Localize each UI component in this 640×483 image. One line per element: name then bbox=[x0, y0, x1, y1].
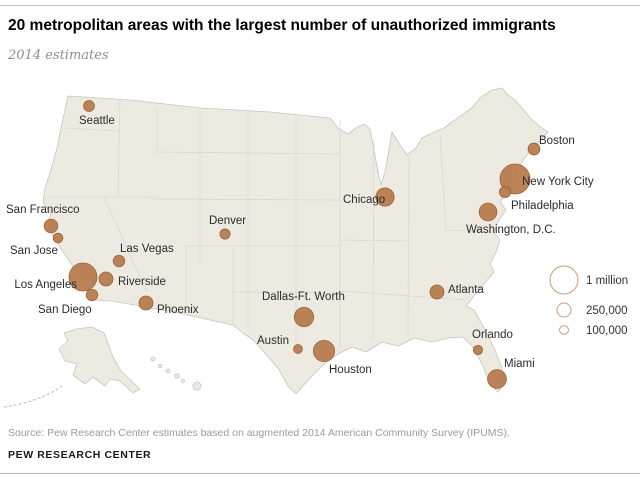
label-washington-d-c: Washington, D.C. bbox=[466, 224, 556, 236]
alaska-outline bbox=[58, 326, 141, 394]
bubble-austin bbox=[293, 344, 303, 354]
label-san-jose: San Jose bbox=[10, 245, 58, 257]
bubble-miami bbox=[487, 369, 507, 389]
bubble-denver bbox=[219, 228, 231, 240]
bubble-seattle bbox=[83, 100, 95, 112]
legend-label-1-million: 1 million bbox=[586, 275, 628, 287]
legend-circle-250-000 bbox=[556, 302, 572, 318]
legend-label-250-000: 250,000 bbox=[586, 305, 628, 317]
label-miami: Miami bbox=[504, 358, 535, 370]
bubble-philadelphia bbox=[498, 185, 511, 198]
legend-label-100-000: 100,000 bbox=[586, 325, 628, 337]
bubble-san-francisco bbox=[43, 218, 59, 234]
label-orlando: Orlando bbox=[472, 329, 513, 341]
bubble-orlando bbox=[472, 344, 484, 356]
bottom-rule bbox=[0, 473, 640, 474]
bubble-houston bbox=[312, 339, 336, 363]
bubble-los-angeles bbox=[68, 262, 98, 292]
bubble-riverside bbox=[98, 271, 114, 287]
aleutian-islands bbox=[3, 385, 63, 408]
label-dallas-ft-worth: Dallas-Ft. Worth bbox=[262, 291, 345, 303]
chart-subtitle: 2014 estimates bbox=[8, 48, 109, 63]
label-chicago: Chicago bbox=[343, 194, 385, 206]
bubble-las-vegas bbox=[112, 254, 126, 268]
label-boston: Boston bbox=[539, 135, 575, 147]
hawaii-islands bbox=[150, 356, 202, 391]
label-denver: Denver bbox=[209, 215, 246, 227]
source-note: Source: Pew Research Center estimates ba… bbox=[8, 427, 510, 439]
label-atlanta: Atlanta bbox=[448, 284, 484, 296]
bubble-phoenix bbox=[138, 295, 154, 311]
bubble-atlanta bbox=[429, 284, 445, 300]
bubble-chicago bbox=[375, 187, 395, 207]
label-phoenix: Phoenix bbox=[157, 304, 199, 316]
bubble-boston bbox=[527, 142, 541, 156]
label-las-vegas: Las Vegas bbox=[120, 243, 174, 255]
legend-circle-100-000 bbox=[559, 325, 569, 335]
label-philadelphia: Philadelphia bbox=[511, 200, 574, 212]
city-bubbles bbox=[43, 100, 541, 389]
label-houston: Houston bbox=[329, 364, 372, 376]
label-los-angeles: Los Angeles bbox=[14, 279, 77, 291]
brand-footer: PEW RESEARCH CENTER bbox=[8, 449, 152, 461]
bubble-san-jose bbox=[52, 232, 64, 244]
label-new-york-city: New York City bbox=[522, 176, 594, 188]
label-san-diego: San Diego bbox=[38, 304, 92, 316]
size-legend: 1 million 250,000 100,000 bbox=[549, 265, 628, 337]
top-rule bbox=[0, 5, 640, 6]
bubble-new-york-city bbox=[499, 163, 531, 195]
bubble-washington-d-c bbox=[478, 202, 498, 222]
state-borders bbox=[44, 99, 495, 353]
label-austin: Austin bbox=[257, 335, 289, 347]
label-riverside: Riverside bbox=[118, 276, 166, 288]
bubble-dallas-ft-worth bbox=[293, 306, 315, 328]
chart-title: 20 metropolitan areas with the largest n… bbox=[8, 17, 556, 34]
bubble-san-diego bbox=[85, 288, 99, 302]
label-seattle: Seattle bbox=[79, 115, 115, 127]
label-san-francisco: San Francisco bbox=[6, 204, 80, 216]
legend-circle-1-million bbox=[549, 265, 579, 295]
city-labels: New York City Los Angeles Houston Dallas-Ft… bbox=[6, 115, 594, 376]
